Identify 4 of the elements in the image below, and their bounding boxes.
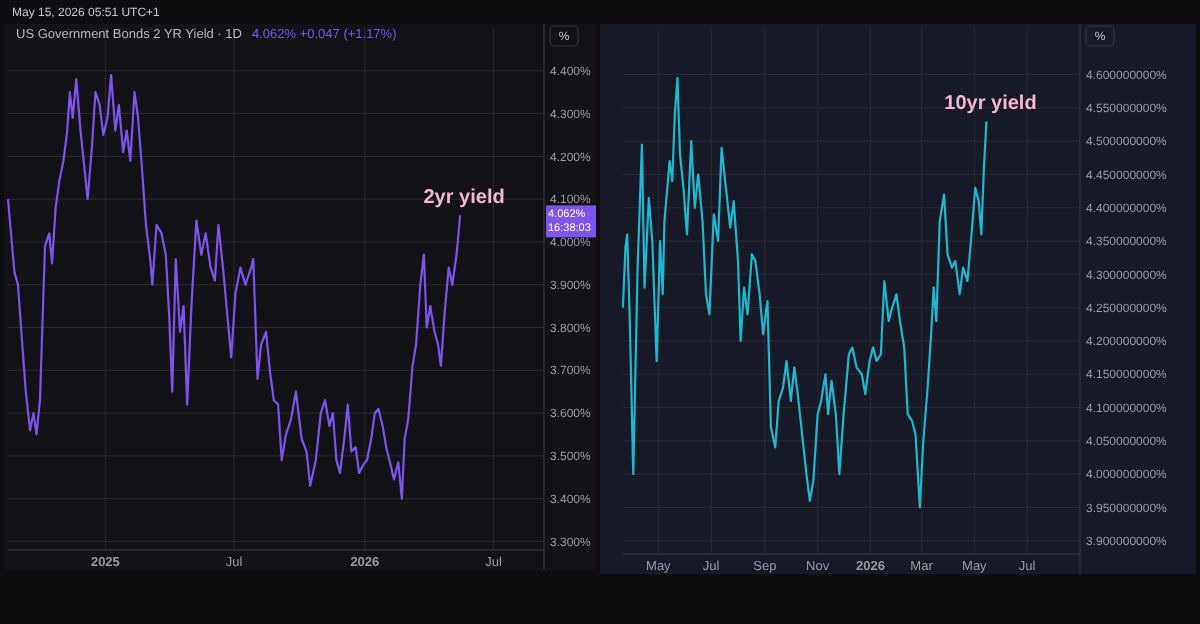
annotation: 2yr yield — [423, 187, 505, 210]
line-series — [6, 73, 462, 500]
line-series — [621, 76, 988, 509]
annotation: 10yr yield — [944, 93, 1037, 116]
